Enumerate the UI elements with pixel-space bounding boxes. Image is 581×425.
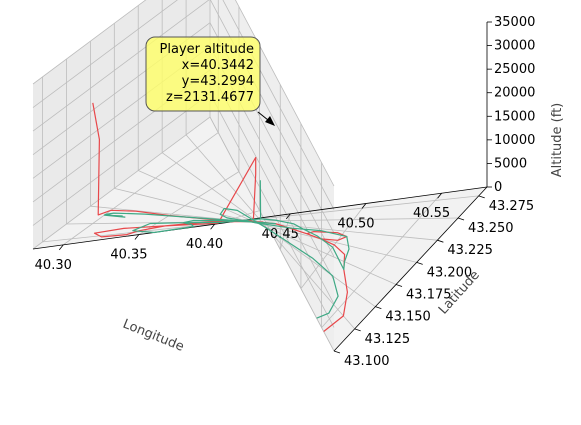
x-tick-1 — [134, 234, 140, 240]
y-tick-6 — [457, 217, 465, 221]
annotation-box — [145, 36, 261, 112]
floor-gridline-y-4 — [114, 187, 417, 263]
y-tick-label-2: 43.150 — [385, 310, 431, 325]
z-axis-title: Altitude (ft) — [550, 103, 565, 178]
y-tick-7 — [478, 195, 485, 199]
floor-gridline-y-1 — [185, 134, 355, 330]
wall-gridline-z-5 — [32, 0, 335, 234]
y-tick-label-7: 43.275 — [489, 199, 535, 214]
x-tick-label-0: 40.30 — [35, 258, 72, 273]
x-tick-label-4: 40.50 — [337, 217, 374, 232]
chart-series — [92, 102, 350, 332]
x-tick-label-1: 40.35 — [110, 248, 147, 263]
z-tick-label-6: 30000 — [494, 39, 535, 54]
annotation-arrowhead — [265, 116, 275, 126]
x-tick-4 — [361, 203, 367, 209]
wall-gridline-z-0 — [32, 116, 335, 352]
y-tick-label-5: 43.225 — [447, 243, 493, 258]
annotation-x-value: x=40.3442 — [182, 58, 254, 73]
z-tick-label-1: 5000 — [494, 156, 527, 171]
floor-gridline-y-3 — [138, 170, 397, 285]
y-tick-5 — [437, 239, 444, 243]
z-tick-label-0: 0 — [494, 180, 502, 195]
y-tick-1 — [354, 328, 361, 332]
y-tick-0 — [333, 350, 341, 354]
y-tick-label-1: 43.125 — [365, 332, 411, 347]
y-tick-label-4: 43.200 — [427, 265, 473, 280]
y-axis-line — [333, 186, 488, 352]
wall-gridline-z-4 — [32, 22, 335, 257]
z-tick-label-5: 25000 — [494, 62, 535, 77]
floor-gridline-y-6 — [66, 217, 459, 225]
floor-gridline-x-3 — [279, 213, 291, 250]
annotation-y-value: y=43.2994 — [182, 74, 254, 89]
floor-pane — [33, 117, 487, 351]
wall-gridline-z-6 — [32, 0, 335, 210]
y-tick-label-3: 43.175 — [406, 288, 452, 303]
z-tick-label-4: 20000 — [494, 86, 535, 101]
annotation: Player altitude x=40.3442 y=43.2994 z=21… — [145, 36, 275, 126]
z-tick-label-7: 35000 — [494, 15, 535, 30]
y-tick-3 — [395, 284, 403, 287]
floor-gridline-x-0 — [63, 132, 219, 246]
y-tick-2 — [375, 306, 382, 310]
series-line-1 — [103, 180, 350, 319]
x-tick-label-5: 40.55 — [413, 206, 450, 221]
x-tick-0 — [58, 244, 64, 251]
annotation-z-value: z=2131.4677 — [166, 90, 254, 105]
floor-gridline-x-4 — [300, 203, 367, 289]
annotation-title: Player altitude — [160, 42, 254, 57]
floor-gridline-x-5 — [321, 192, 442, 328]
y-tick-4 — [416, 261, 423, 265]
x-tick-5 — [437, 192, 442, 199]
wall-gridline-z-7 — [32, 0, 335, 187]
chart-axes: 40.3040.3540.4040.4540.5040.5543.10043.1… — [32, 15, 535, 369]
floor-gridline-x-1 — [138, 171, 240, 235]
x-tick-2 — [210, 223, 215, 230]
x-tick-3 — [285, 213, 291, 220]
x-axis-title: Longitude — [121, 317, 187, 355]
z-tick-label-3: 15000 — [494, 109, 535, 124]
z-tick-label-2: 10000 — [494, 133, 535, 148]
y-tick-label-6: 43.250 — [468, 221, 514, 236]
x-tick-label-2: 40.40 — [186, 237, 223, 252]
y-tick-label-0: 43.100 — [344, 354, 390, 369]
